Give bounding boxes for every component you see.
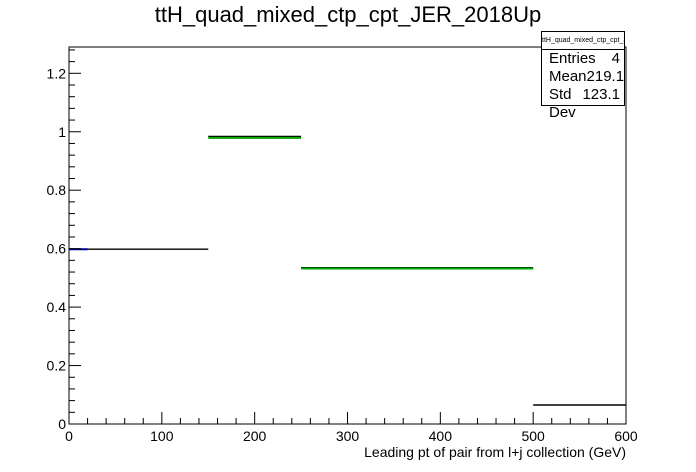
y-tick-label: 1.2 — [47, 65, 67, 81]
y-tick-label: 0.8 — [47, 182, 67, 198]
x-tick-label: 0 — [65, 428, 73, 444]
x-tick-label: 300 — [336, 428, 360, 444]
y-tick-label: 0.4 — [47, 299, 67, 315]
stats-row-stddev: Std Dev 123.1 — [542, 86, 624, 122]
x-tick-label: 100 — [150, 428, 174, 444]
x-tick-label: 600 — [614, 428, 638, 444]
stats-label: Mean — [549, 68, 587, 85]
stats-label: Entries — [549, 50, 596, 67]
y-tick-label: 1 — [58, 124, 66, 140]
stats-title: ttH_quad_mixed_ctp_cpt_JER_2018Up — [542, 32, 624, 50]
x-tick-label: 400 — [429, 428, 453, 444]
stats-value: 4 — [611, 50, 620, 67]
y-tick-label: 0 — [58, 416, 66, 432]
stats-box: ttH_quad_mixed_ctp_cpt_JER_2018Up Entrie… — [541, 31, 625, 121]
x-axis-label: Leading pt of pair from l+j collection (… — [364, 444, 626, 460]
stats-row-entries: Entries 4 — [542, 50, 624, 68]
stats-value: 123.1 — [582, 86, 620, 103]
y-tick-label: 0.6 — [47, 241, 67, 257]
stats-label: Std Dev — [549, 86, 576, 121]
stats-value: 219.1 — [586, 68, 625, 85]
chart-title: ttH_quad_mixed_ctp_cpt_JER_2018Up — [154, 2, 542, 27]
x-tick-label: 500 — [521, 428, 545, 444]
y-tick-label: 0.2 — [47, 358, 67, 374]
x-tick-label: 200 — [243, 428, 267, 444]
stats-row-mean: Mean 219.1 — [542, 68, 624, 86]
